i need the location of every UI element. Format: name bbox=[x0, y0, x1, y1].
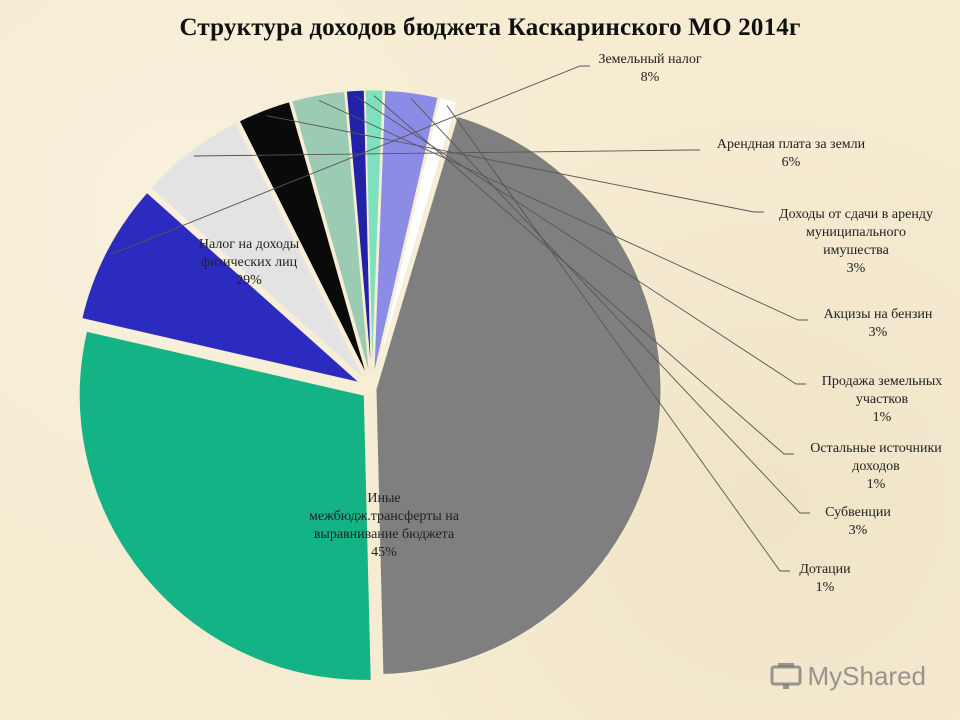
watermark-text: MyShared bbox=[807, 661, 927, 691]
percent-label: 1% bbox=[816, 580, 835, 595]
category-label-line: участков bbox=[856, 392, 909, 407]
presentation-icon bbox=[770, 662, 801, 689]
category-label-line: доходов bbox=[852, 459, 900, 474]
slice-label-6: Остальные источники доходов 1% bbox=[810, 441, 942, 492]
slice-label-3: Доходы от сдачи в аренду муниципального им… bbox=[779, 207, 933, 276]
chart-title: Структура доходов бюджета Каскаринского … bbox=[179, 14, 801, 41]
slice-8 bbox=[375, 97, 458, 376]
watermark: MyShared bbox=[770, 661, 927, 692]
slice-label-7: Субвенции 3% bbox=[825, 505, 891, 538]
category-label-line: муниципального bbox=[806, 225, 906, 240]
category-label-line: Земельный налог bbox=[598, 52, 701, 67]
category-label-line: Дотации bbox=[799, 562, 851, 577]
slice-label-1: Земельный налог 8% bbox=[598, 52, 701, 85]
percent-label: 29% bbox=[236, 273, 262, 288]
leader-line-5 bbox=[355, 95, 806, 385]
leader-line-2 bbox=[193, 149, 700, 157]
category-label-line: выравнивание бюджета bbox=[314, 527, 455, 542]
slice-label-9: Иные межбюдж.трансферты на выравнивание бю… bbox=[309, 491, 460, 560]
percent-label: 3% bbox=[849, 523, 868, 538]
slice-label-2: Арендная плата за земли 6% bbox=[717, 137, 866, 170]
category-label-line: имушества bbox=[823, 243, 889, 258]
percent-label: 3% bbox=[869, 325, 888, 340]
slice-2 bbox=[150, 122, 364, 379]
category-label-line: физических лиц bbox=[201, 255, 298, 270]
percent-label: 6% bbox=[782, 155, 801, 170]
category-label-line: Доходы от сдачи в аренду bbox=[779, 207, 933, 222]
category-label-line: Иные bbox=[367, 491, 400, 506]
category-label-line: Остальные источники bbox=[810, 441, 942, 456]
slice-10 bbox=[78, 330, 372, 681]
leader-lines bbox=[111, 65, 810, 572]
pie-slices bbox=[78, 89, 662, 681]
category-label-line: Налог на доходы bbox=[199, 237, 300, 252]
category-label-line: Субвенции bbox=[825, 505, 891, 520]
category-label-line: межбюдж.трансферты на bbox=[309, 509, 460, 524]
leader-line-8 bbox=[446, 105, 790, 572]
percent-label: 1% bbox=[873, 410, 892, 425]
slice-5 bbox=[345, 89, 372, 376]
slice-labels: Земельный налог 8% Арендная плата за земли… bbox=[199, 52, 942, 595]
leader-line-3 bbox=[265, 115, 764, 213]
category-label-line: Акцизы на бензин bbox=[824, 307, 933, 322]
slice-label-8: Дотации 1% bbox=[799, 562, 851, 595]
leader-line-1 bbox=[111, 65, 590, 255]
percent-label: 3% bbox=[847, 261, 866, 276]
percent-label: 45% bbox=[371, 545, 397, 560]
slice-label-10: Налог на доходы физических лиц 29% bbox=[199, 237, 300, 288]
leader-line-6 bbox=[373, 95, 794, 455]
category-label-line: Продажа земельных bbox=[822, 374, 943, 389]
slice-1 bbox=[81, 191, 360, 384]
slice-label-5: Продажа земельных участков 1% bbox=[822, 374, 943, 425]
slice-6 bbox=[364, 89, 384, 376]
leader-line-4 bbox=[318, 100, 808, 321]
slice-3 bbox=[238, 101, 368, 377]
slice-7 bbox=[373, 89, 439, 376]
slice-label-4: Акцизы на бензин 3% bbox=[824, 307, 933, 340]
category-label-line: Арендная плата за земли bbox=[717, 137, 866, 152]
percent-label: 8% bbox=[641, 70, 660, 85]
percent-label: 1% bbox=[867, 477, 886, 492]
slice-4 bbox=[291, 90, 370, 376]
slice-9 bbox=[375, 115, 662, 675]
